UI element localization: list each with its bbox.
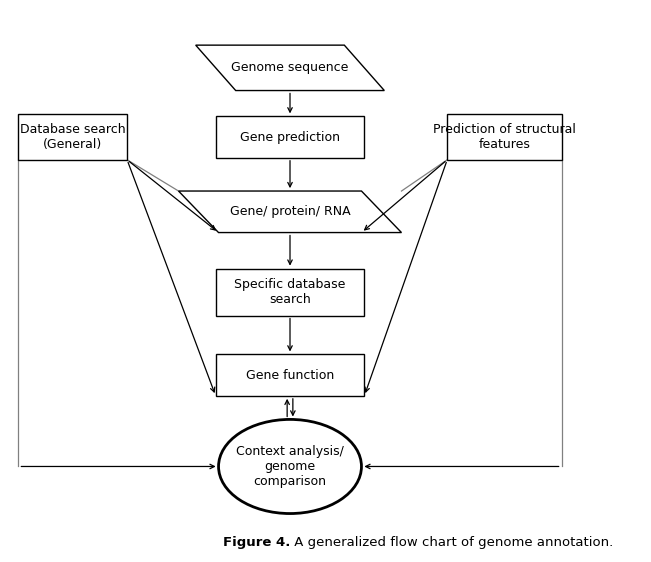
Bar [215,116,365,158]
Text: Context analysis/
genome
comparison: Context analysis/ genome comparison [236,445,344,488]
Bar [447,114,562,160]
Text: Figure 4.: Figure 4. [223,536,290,549]
Bar [215,355,365,396]
Text: Genome sequence: Genome sequence [231,61,349,74]
Ellipse shape [219,419,361,514]
Bar [18,114,127,160]
Bar [215,269,365,316]
Text: Prediction of structural
features: Prediction of structural features [433,123,576,151]
Text: A generalized flow chart of genome annotation.: A generalized flow chart of genome annot… [290,536,613,549]
Text: Gene/ protein/ RNA: Gene/ protein/ RNA [230,205,350,218]
Polygon shape [178,191,402,233]
Text: Database search
(General): Database search (General) [20,123,126,151]
Text: Gene function: Gene function [246,369,334,382]
Text: Specific database
search: Specific database search [234,278,346,306]
Polygon shape [196,45,384,90]
Text: Gene prediction: Gene prediction [240,130,340,143]
